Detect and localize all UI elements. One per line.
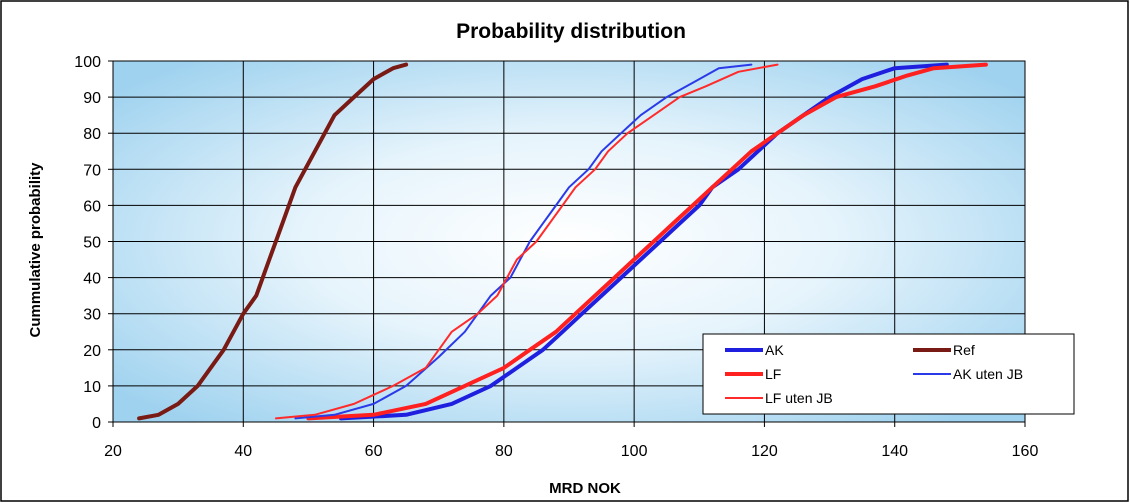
y-axis-label: Cummulative probability (27, 162, 44, 338)
x-tick-label: 40 (234, 443, 252, 460)
y-tick-label: 0 (92, 415, 101, 432)
legend-label-ref: Ref (953, 342, 975, 358)
x-tick-label: 140 (881, 443, 908, 460)
series-line-ref (137, 62, 409, 421)
series-group (137, 62, 988, 421)
x-tick-label: 60 (365, 443, 383, 460)
y-tick-label: 10 (83, 379, 101, 396)
x-tick-label: 20 (104, 443, 122, 460)
x-tick-label: 160 (1012, 443, 1039, 460)
y-tick-label: 40 (83, 271, 101, 288)
legend-label-ak: AK (765, 342, 784, 358)
y-tick-label: 60 (83, 198, 101, 215)
x-axis-label: MRD NOK (549, 480, 621, 497)
chart-title: Probability distribution (456, 20, 686, 43)
legend-label-lf-uten-jb: LF uten JB (765, 390, 833, 406)
x-tick-label: 100 (621, 443, 648, 460)
series-line-lf (306, 62, 988, 421)
y-tick-label: 30 (83, 307, 101, 324)
legend: AK Ref LF AK uten JB LF uten JB (702, 333, 1075, 415)
series-line-lf-uten-jb (274, 63, 779, 420)
x-tick-label: 80 (495, 443, 513, 460)
y-tick-label: 70 (83, 162, 101, 179)
legend-label-ak-uten-jb: AK uten JB (953, 366, 1023, 382)
y-tick-label: 90 (83, 90, 101, 107)
y-tick-label: 50 (83, 235, 101, 252)
y-tick-label: 100 (74, 54, 101, 71)
x-tick-label: 120 (751, 443, 778, 460)
series-line-ak-uten-jb (294, 63, 753, 420)
legend-box (702, 333, 1075, 415)
legend-label-lf: LF (765, 366, 781, 382)
y-tick-label: 80 (83, 126, 101, 143)
y-tick-label: 20 (83, 343, 101, 360)
ticks: 0 10 20 30 40 50 60 70 80 90 100 20 40 60 80 100 120 140 1… (74, 54, 1038, 460)
